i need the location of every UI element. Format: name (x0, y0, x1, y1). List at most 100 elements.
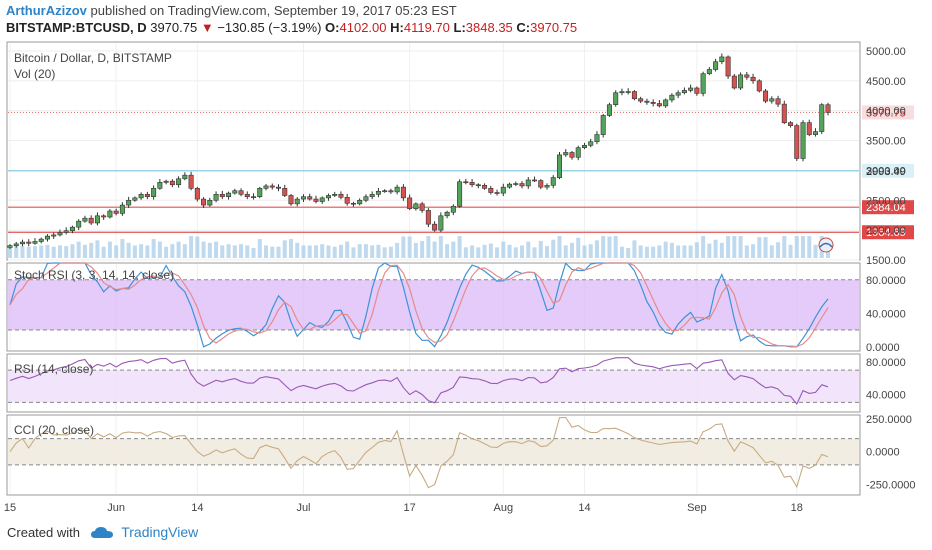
x-tick-label: Aug (494, 502, 514, 514)
candle-body (457, 181, 463, 207)
chart-canvas[interactable]: 2993.49 2384.04 1964.69 3970.75 1500.00 2000… (0, 0, 932, 522)
tradingview-link[interactable]: TradingView (121, 524, 199, 540)
level-price-tag (862, 163, 914, 178)
created-with-text: Created with (7, 525, 80, 540)
volume-bar (470, 245, 475, 258)
candle-body (800, 122, 806, 159)
volume-bar (376, 244, 381, 258)
candle-body (644, 100, 650, 103)
candle-body (313, 198, 319, 202)
main-y-tick-label: 3000.00 (866, 165, 906, 177)
candle-body (482, 185, 488, 189)
volume-bar (526, 241, 531, 258)
candle-body (675, 92, 681, 96)
volume-bar (182, 244, 187, 258)
volume-bar (476, 247, 481, 258)
main-y-tick-label: 4500.00 (866, 76, 906, 88)
candle-body (563, 152, 569, 156)
volume-bar (751, 244, 756, 258)
volume-bar (457, 236, 462, 258)
volume-bar (201, 241, 206, 258)
main-y-tick-label: 1500.00 (866, 255, 906, 267)
volume-bar (338, 244, 343, 258)
volume-bar (70, 244, 75, 258)
candle-body (688, 87, 694, 91)
volume-bar (39, 245, 44, 258)
low-label: L: (453, 20, 466, 35)
price-axes: 1500.00 2000.00 2500.00 3000.00 3500.00 4000.… (866, 46, 916, 492)
symbol-label[interactable]: BITSTAMP:BTCUSD, D (6, 20, 147, 35)
candle-body (332, 194, 338, 196)
candle-body (488, 188, 494, 193)
candle-body (788, 122, 794, 126)
volume-bar (407, 236, 412, 258)
indicator-lines (9, 262, 829, 489)
candle-body (394, 186, 400, 193)
candle-body (269, 185, 275, 188)
volume-bar (151, 239, 156, 258)
volume-bar (357, 244, 362, 258)
events-badge-icon[interactable] (818, 237, 834, 253)
x-tick-label: Jul (296, 502, 310, 514)
volume-bar (270, 246, 275, 258)
candle-body (525, 179, 531, 187)
main-pane-title: Bitcoin / Dollar, D, BITSTAMP (14, 51, 172, 65)
volume-bar (663, 241, 668, 258)
candle-body (631, 91, 637, 100)
candle-body (513, 183, 519, 185)
candle-body (207, 199, 213, 206)
candle-body (263, 185, 269, 189)
volume-bar (582, 245, 587, 258)
candle-body (176, 178, 182, 186)
price-change: −130.85 (−3.19%) (217, 20, 322, 35)
volume-bar (782, 236, 787, 258)
candle-body (444, 211, 450, 217)
volume-bar (520, 245, 525, 258)
candle-body (94, 215, 100, 224)
candle-body (251, 196, 257, 198)
candle-body (188, 174, 194, 189)
last-price-tag (862, 105, 914, 120)
volume-bar (438, 236, 443, 258)
volume-bar (538, 240, 543, 258)
close-value: 3970.75 (530, 20, 578, 35)
volume-bar (644, 246, 649, 258)
candle-body (126, 199, 132, 206)
volume-bar (463, 247, 468, 258)
candle-body (775, 98, 781, 105)
volume-bar (82, 244, 87, 258)
candle-body (363, 196, 369, 201)
volume-bar (763, 237, 768, 258)
volume-bar (307, 245, 312, 258)
volume-bar (76, 241, 81, 258)
volume-bar (139, 244, 144, 258)
volume-bar (788, 244, 793, 258)
author-link[interactable]: ArthurAzizov (6, 3, 87, 18)
candle-body (781, 103, 787, 123)
volume-bar (451, 241, 456, 258)
candle-body (544, 185, 550, 188)
candle-body (369, 194, 375, 197)
volume-bar (688, 245, 693, 258)
cci-y-tick-label: -250.0000 (866, 480, 916, 492)
volume-bars (8, 236, 830, 258)
candle-body (151, 188, 157, 197)
volume-bar (245, 245, 250, 258)
volume-bar (26, 246, 31, 258)
volume-bar (557, 236, 562, 258)
candle-body (500, 186, 506, 194)
candle-body (638, 98, 644, 102)
volume-bar (207, 242, 212, 258)
volume-bar (576, 237, 581, 258)
volume-bar (101, 246, 106, 258)
volume-bar (432, 241, 437, 258)
candle-body (663, 99, 669, 107)
cci-band (8, 438, 859, 465)
volume-bar (145, 245, 150, 258)
candle-body (719, 56, 725, 63)
high-label: H: (390, 20, 404, 35)
volume-bar (601, 236, 606, 258)
candle-body (38, 238, 44, 242)
volume-bar (89, 242, 94, 258)
volume-bar (707, 243, 712, 258)
